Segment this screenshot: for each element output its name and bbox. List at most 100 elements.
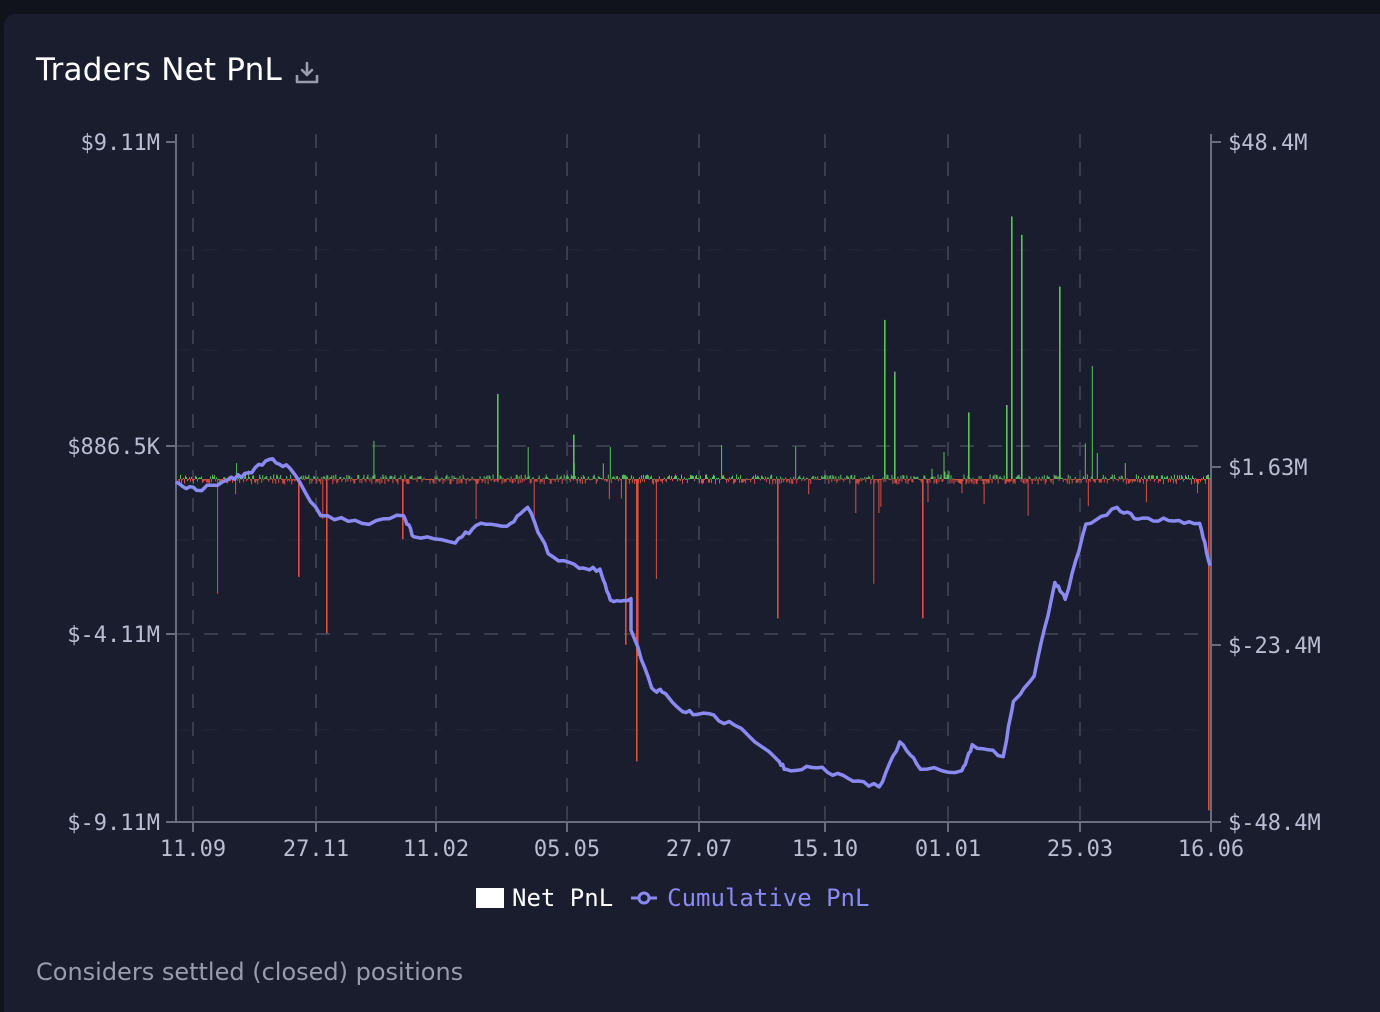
net-pnl-bar [692,475,693,479]
net-pnl-bar [867,477,869,479]
net-pnl-bar [974,479,976,480]
net-pnl-bar [446,474,448,479]
net-pnl-bar [478,479,480,481]
net-pnl-bar [1073,479,1075,480]
net-pnl-bar [214,475,216,479]
net-pnl-bar [805,479,807,480]
net-pnl-bar [328,479,330,481]
net-pnl-bar [508,479,510,481]
net-pnl-bar [751,478,753,480]
net-pnl-bar [810,479,812,484]
net-pnl-bar [1000,477,1002,479]
net-pnl-bar [1105,478,1107,480]
net-pnl-bar [372,475,374,479]
net-pnl-bar [385,475,387,479]
net-pnl-bar [931,468,933,479]
net-pnl-bar [879,478,881,480]
net-pnl-bar [248,470,250,479]
net-pnl-bar [875,479,877,480]
net-pnl-bar [411,475,413,479]
net-pnl-bar [837,479,839,481]
net-pnl-bar [1152,475,1154,479]
net-pnl-bar [423,477,425,479]
net-pnl-bar [968,412,970,479]
footnote: Considers settled (closed) positions [36,958,464,986]
net-pnl-bar [546,476,548,479]
net-pnl-bar [468,479,470,482]
net-pnl-bar [1190,478,1191,480]
net-pnl-bar [1028,476,1030,479]
net-pnl-bar [1091,365,1093,479]
net-pnl-bar [644,475,646,479]
net-pnl-bar [531,477,533,479]
net-pnl-bar [731,477,733,479]
net-pnl-bar [265,476,267,479]
net-pnl-bar [453,475,455,479]
net-pnl-bar [1005,479,1007,484]
net-pnl-bar [1196,479,1197,483]
net-pnl-bar [976,479,978,485]
net-pnl-bar [718,477,719,479]
net-pnl-bar [554,479,556,482]
net-pnl-bar [1110,476,1112,479]
net-pnl-bar [1203,476,1204,479]
net-pnl-bar [438,479,440,482]
net-pnl-bar [896,479,898,485]
net-pnl-bar [721,445,723,479]
net-pnl-bar [204,479,206,481]
net-pnl-bar [559,476,561,479]
net-pnl-bar [524,474,526,479]
net-pnl-bar [479,476,481,479]
net-pnl-bar [671,475,672,479]
net-pnl-bar [502,477,504,479]
download-icon[interactable] [294,60,320,86]
net-pnl-bar [198,478,199,480]
net-pnl-bar [1133,479,1135,482]
legend-item-cumulative-pnl[interactable]: Cumulative PnL [613,884,869,912]
net-pnl-bar [600,478,602,479]
net-pnl-bar [1144,477,1146,479]
net-pnl-bar [435,478,437,480]
net-pnl-bar [1015,477,1017,479]
net-pnl-bar [924,475,926,479]
net-pnl-bar [1071,479,1073,484]
net-pnl-bar [1080,479,1082,483]
net-pnl-bar [1116,479,1118,480]
legend-label-cumulative-pnl: Cumulative PnL [667,884,870,912]
net-pnl-bar [946,474,948,479]
net-pnl-bar [213,476,215,479]
net-pnl-bar [1126,478,1128,480]
net-pnl-bar [1149,479,1151,481]
net-pnl-bar [768,477,770,479]
net-pnl-bar [1208,474,1209,479]
net-pnl-bar [284,479,286,485]
net-pnl-bar [337,479,339,483]
net-pnl-bar [637,479,639,656]
net-pnl-bar [376,479,378,482]
net-pnl-bar [1151,475,1153,479]
net-pnl-bar [771,474,773,479]
net-pnl-bar [232,479,234,483]
net-pnl-bar [667,476,669,479]
net-pnl-bar [767,477,769,479]
net-pnl-bar [347,479,349,482]
net-pnl-bar [1118,476,1120,479]
net-pnl-bar [249,477,251,479]
net-pnl-bar [1176,475,1178,479]
net-pnl-bar [319,479,321,482]
net-pnl-bar [246,479,248,482]
net-pnl-bar [317,476,319,479]
net-pnl-bar [776,476,778,479]
net-pnl-bar [975,479,977,484]
net-pnl-bar [836,479,838,484]
legend-item-net-pnl[interactable]: Net PnL [476,884,613,912]
net-pnl-bar [676,475,677,479]
net-pnl-bar [758,476,760,479]
net-pnl-bar [1169,479,1171,483]
net-pnl-bar [462,474,464,479]
net-pnl-bar [648,478,650,480]
net-pnl-bar [908,479,910,481]
net-pnl-bar [326,479,328,634]
net-pnl-bar [792,479,794,485]
net-pnl-bar [243,479,245,483]
